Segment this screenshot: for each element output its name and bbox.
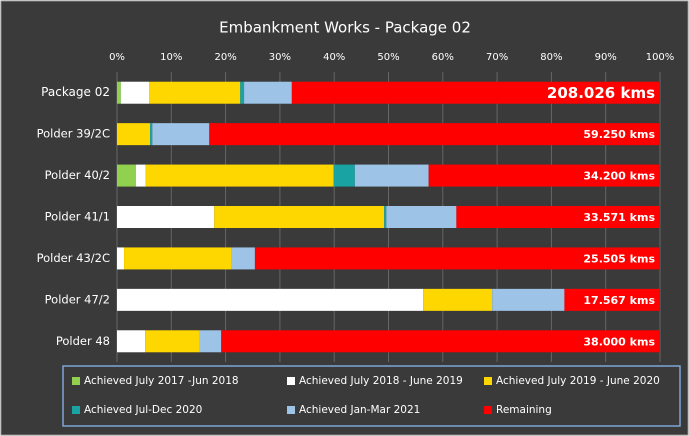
bar-segment: [240, 81, 245, 104]
legend-label: Remaining: [496, 404, 552, 416]
x-tick-label: 30%: [269, 52, 291, 63]
data-label: 59.250 kms: [583, 128, 655, 141]
data-label: 17.567 kms: [583, 294, 655, 307]
bar-segment: [150, 123, 153, 146]
legend-swatch: [72, 377, 80, 385]
chart-title: Embankment Works - Package 02: [219, 19, 471, 37]
data-label: 34.200 kms: [583, 170, 655, 183]
bar-segment: [564, 288, 660, 311]
bar-segment: [152, 123, 210, 146]
x-tick-label: 80%: [540, 52, 562, 63]
bar-segment: [117, 330, 146, 353]
y-tick-label: Polder 47/2: [45, 292, 110, 306]
bar-segment: [214, 206, 385, 228]
bar-segment: [117, 206, 215, 228]
bar-segment: [136, 164, 146, 187]
legend-label: Achieved July 2017 -Jun 2018: [84, 375, 239, 387]
bar-segment: [117, 247, 125, 270]
x-tick-label: 100%: [646, 52, 675, 63]
bar-segment: [145, 164, 334, 187]
x-tick-label: 40%: [323, 52, 345, 63]
y-tick-label: Polder 48: [56, 334, 110, 348]
data-label: 38.000 kms: [583, 335, 655, 348]
legend-label: Achieved July 2018 - June 2019: [299, 375, 463, 387]
legend-box: [62, 365, 681, 427]
y-tick-label: Package 02: [41, 85, 110, 99]
bar-segment: [117, 164, 137, 187]
bar-segment: [456, 206, 660, 228]
bar-segment: [291, 81, 660, 104]
legend-swatch: [287, 377, 295, 385]
bar-segment: [492, 288, 565, 311]
bar-segment: [428, 164, 660, 187]
data-label: 33.571 kms: [583, 211, 655, 224]
bar-segment: [124, 247, 232, 270]
x-tick-label: 20%: [214, 52, 236, 63]
legend-label: Achieved Jan-Mar 2021: [299, 404, 420, 416]
bar-segment: [145, 330, 199, 353]
bar-segment: [254, 247, 660, 270]
x-tick-label: 60%: [432, 52, 454, 63]
bar-segment: [221, 330, 661, 353]
bar-segment: [384, 206, 387, 228]
x-tick-label: 90%: [595, 52, 617, 63]
y-tick-label: Polder 39/2C: [37, 127, 110, 141]
y-tick-label: Polder 41/1: [45, 210, 110, 224]
x-tick-label: 70%: [486, 52, 508, 63]
bar-segment: [149, 81, 241, 104]
data-label: 208.026 kms: [547, 84, 655, 102]
bar-segment: [244, 81, 292, 104]
bar-segment: [354, 164, 429, 187]
x-tick-label: 10%: [160, 52, 182, 63]
bar-segment: [231, 247, 255, 270]
bar-segment: [120, 81, 150, 104]
legend-label: Achieved July 2019 - June 2020: [496, 375, 660, 387]
bar-segment: [198, 330, 222, 353]
legend-swatch: [484, 377, 492, 385]
legend-swatch: [484, 406, 492, 414]
x-tick-label: 0%: [109, 52, 125, 63]
legend-swatch: [287, 406, 295, 414]
x-tick-label: 50%: [377, 52, 399, 63]
bar-segment: [209, 123, 660, 146]
bar-segment: [117, 123, 151, 146]
bar-segment: [117, 81, 121, 104]
data-label: 25.505 kms: [583, 252, 655, 265]
y-tick-label: Polder 40/2: [45, 168, 110, 182]
legend-swatch: [72, 406, 80, 414]
legend-label: Achieved Jul-Dec 2020: [84, 404, 202, 416]
bar-segment: [423, 288, 493, 311]
bar-segment: [386, 206, 457, 228]
bar-segment: [333, 164, 355, 187]
y-tick-label: Polder 43/2C: [37, 251, 110, 265]
bar-segment: [117, 288, 424, 311]
